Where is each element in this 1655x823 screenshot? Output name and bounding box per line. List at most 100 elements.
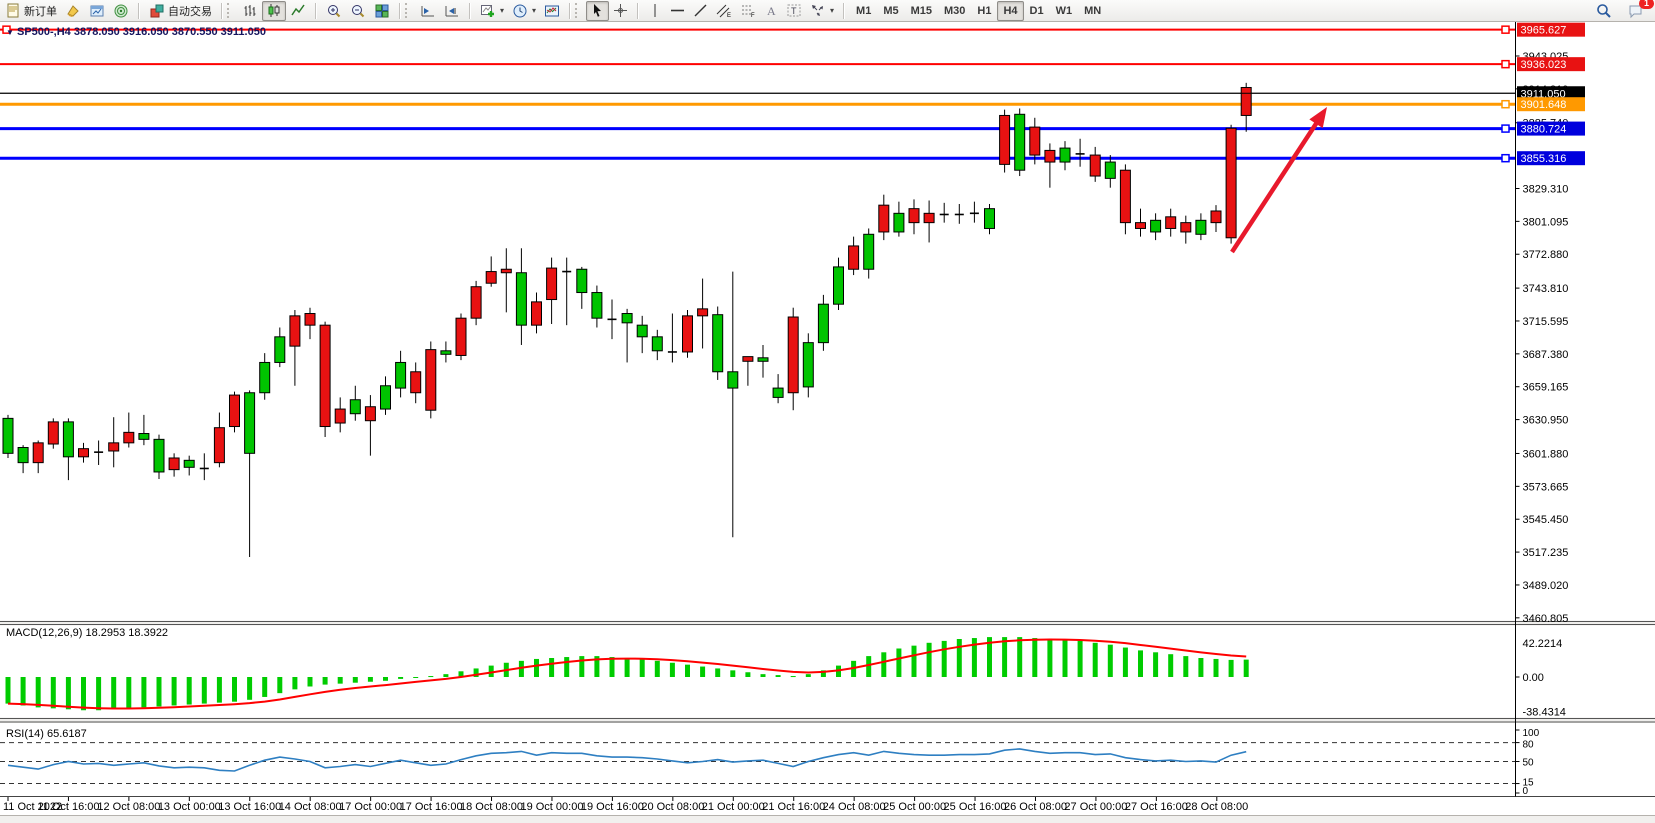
price-badge-label: 3855.316 [1521, 153, 1567, 165]
macd-histogram-bar [775, 675, 781, 677]
timeframe-button-h4[interactable]: H4 [997, 0, 1024, 21]
candle-body-down [108, 442, 120, 452]
timeframe-button-d1[interactable]: D1 [1029, 4, 1044, 17]
macd-histogram-bar [1062, 639, 1068, 677]
chart-background [0, 21, 1655, 816]
timeframe-button-m5[interactable]: M5 [883, 4, 899, 17]
candle-body-down [531, 301, 542, 326]
macd-histogram-bar [579, 656, 585, 677]
macd-histogram-bar [458, 671, 464, 677]
price-chart-svg[interactable]: 3943.0253914.8103885.7403829.3103801.095… [0, 21, 1655, 823]
price-badge-3965.627 [1517, 22, 1585, 37]
timeframe-button-w1[interactable]: W1 [1055, 4, 1073, 17]
market-watch-button[interactable] [85, 1, 109, 21]
tile-windows-button[interactable] [370, 1, 394, 21]
candle-body-down [78, 448, 89, 458]
notifications-button[interactable]: 1 [1624, 0, 1654, 21]
candle-body-down [787, 316, 799, 394]
candle-body-up [380, 385, 391, 410]
price-badge-3880.724 [1517, 121, 1585, 136]
macd-histogram-bar [247, 677, 253, 700]
candle-body-up [621, 313, 633, 324]
add-indicator-button[interactable]: ▾ [476, 1, 508, 21]
periods-button[interactable]: ▾ [508, 1, 540, 21]
macd-histogram-bar [1107, 644, 1113, 677]
arrows-tool-button[interactable]: ▾ [806, 1, 838, 21]
autotrading-button[interactable]: 自动交易 [145, 1, 216, 21]
chart-shift-button[interactable] [416, 1, 440, 21]
price-badge-3901.648 [1517, 97, 1585, 112]
line-chart-icon [291, 4, 305, 15]
macd-histogram-bar [926, 642, 932, 677]
horizontal-line-tool-button[interactable] [666, 1, 689, 21]
macd-histogram-bar [156, 677, 162, 707]
time-axis-label: 19 Oct 16:00 [581, 801, 644, 813]
macd-scale-min: -38.4314 [1523, 707, 1566, 719]
macd-histogram-bar [186, 677, 192, 705]
price-axis-tick-label: 3772.880 [1523, 249, 1569, 261]
new-order-label: 新订单 [24, 5, 57, 18]
macd-histogram-bar [428, 676, 434, 678]
tile-windows-icon [375, 4, 389, 17]
line-chart-mode-button[interactable] [286, 1, 310, 21]
text-label-tool-button[interactable]: T [782, 1, 806, 21]
candle-body-up [1104, 161, 1116, 179]
time-axis-label: 25 Oct 00:00 [883, 801, 946, 813]
fibonacci-tool-button[interactable]: F [736, 1, 760, 21]
candle-body-up [651, 336, 663, 352]
macd-histogram-bar [307, 677, 313, 687]
vertical-line-tool-button[interactable] [644, 1, 666, 21]
hline-handle-3901.648 [1501, 99, 1510, 109]
candle-body-up [17, 447, 29, 464]
macd-histogram-bar [518, 660, 524, 677]
auto-scroll-button[interactable] [440, 1, 464, 21]
macd-histogram-bar [352, 677, 358, 683]
trendline-tool-button[interactable] [689, 1, 712, 21]
candlestick-mode-button[interactable] [262, 0, 286, 21]
timeframe-button-m15[interactable]: M15 [910, 4, 933, 17]
chart-title-marker: ▼ [6, 28, 14, 37]
macd-histogram-bar [805, 674, 811, 677]
time-axis-label: 13 Oct 16:00 [218, 801, 281, 813]
price-axis-tick-label: 3517.235 [1523, 547, 1569, 559]
macd-histogram-bar [700, 666, 706, 677]
macd-scale-max: 42.2214 [1523, 638, 1563, 650]
macd-histogram-bar [639, 658, 645, 677]
zoom-in-button[interactable] [322, 1, 346, 21]
price-axis-tick-label: 3573.665 [1523, 481, 1569, 493]
price-axis-tick-label: 3801.095 [1523, 216, 1569, 228]
rsi-indicator-label: RSI(14) 65.6187 [6, 728, 87, 740]
macd-histogram-bar [715, 668, 721, 677]
candle-body-up [893, 212, 905, 233]
macd-histogram-bar [1077, 640, 1083, 677]
channel-tool-button[interactable]: E [712, 1, 736, 21]
candle-body-down [923, 212, 935, 224]
crosshair-tool-button[interactable] [609, 1, 632, 21]
macd-histogram-bar [987, 637, 992, 677]
profile-button[interactable] [61, 1, 85, 21]
macd-histogram-bar [277, 677, 283, 694]
templates-button[interactable] [540, 1, 564, 21]
bar-chart-mode-button[interactable] [238, 1, 262, 21]
new-order-button[interactable]: 新订单 [2, 1, 61, 21]
trend-arrow[interactable] [1230, 114, 1324, 254]
candle-body-down [213, 427, 225, 464]
text-tool-button[interactable]: A [760, 1, 782, 21]
candle-body-up [772, 387, 784, 398]
data-window-button[interactable] [109, 1, 133, 21]
candle-body-down [1240, 86, 1252, 116]
price-axis-tick-label: 3630.950 [1523, 415, 1569, 427]
cursor-tool-button[interactable] [586, 0, 610, 21]
search-button[interactable] [1592, 1, 1616, 21]
price-badge-label: 3936.023 [1521, 59, 1567, 71]
fibonacci-icon: F [742, 5, 755, 19]
zoom-out-button[interactable] [346, 1, 370, 21]
timeframe-button-m30[interactable]: M30 [944, 4, 966, 17]
new-order-icon [7, 3, 19, 18]
candle-body-down [32, 442, 44, 464]
macd-histogram-bar [820, 670, 826, 677]
timeframe-button-m1[interactable]: M1 [856, 4, 872, 17]
timeframe-button-mn[interactable]: MN [1084, 4, 1102, 17]
timeframe-button-h1[interactable]: H1 [977, 4, 992, 17]
macd-histogram-bar [549, 658, 555, 677]
